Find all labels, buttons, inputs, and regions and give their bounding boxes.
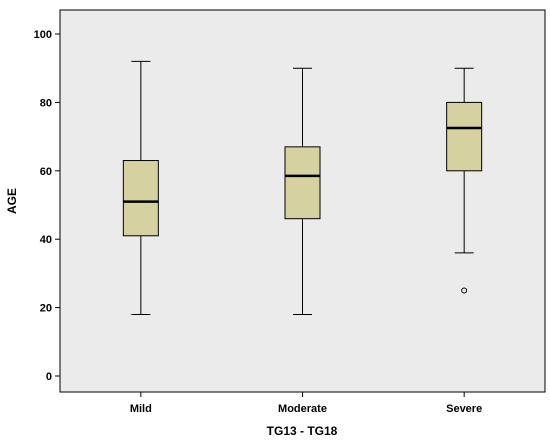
x-axis: Mild Moderate Severe [130,392,482,415]
boxes [122,60,483,315]
y-tick-label: 60 [40,166,52,178]
y-axis: 0 20 40 60 80 100 [34,10,61,392]
x-tick-label: Severe [446,403,482,415]
box-severe [446,67,483,294]
x-axis-title: TG13 - TG18 [267,424,338,438]
iqr-box [446,101,483,172]
box-moderate [284,67,321,315]
y-axis-title: AGE [5,188,19,214]
iqr-box [284,146,321,220]
iqr-box [122,160,159,237]
box-mild [122,60,159,315]
y-tick-label: 0 [46,371,52,383]
y-tick-label: 40 [40,234,52,246]
y-tick-label: 20 [40,303,52,315]
x-tick-label: Mild [130,403,152,415]
y-tick-label: 100 [34,29,52,41]
x-tick-label: Moderate [278,403,327,415]
y-tick-label: 80 [40,97,52,109]
outlier-point [461,287,468,294]
